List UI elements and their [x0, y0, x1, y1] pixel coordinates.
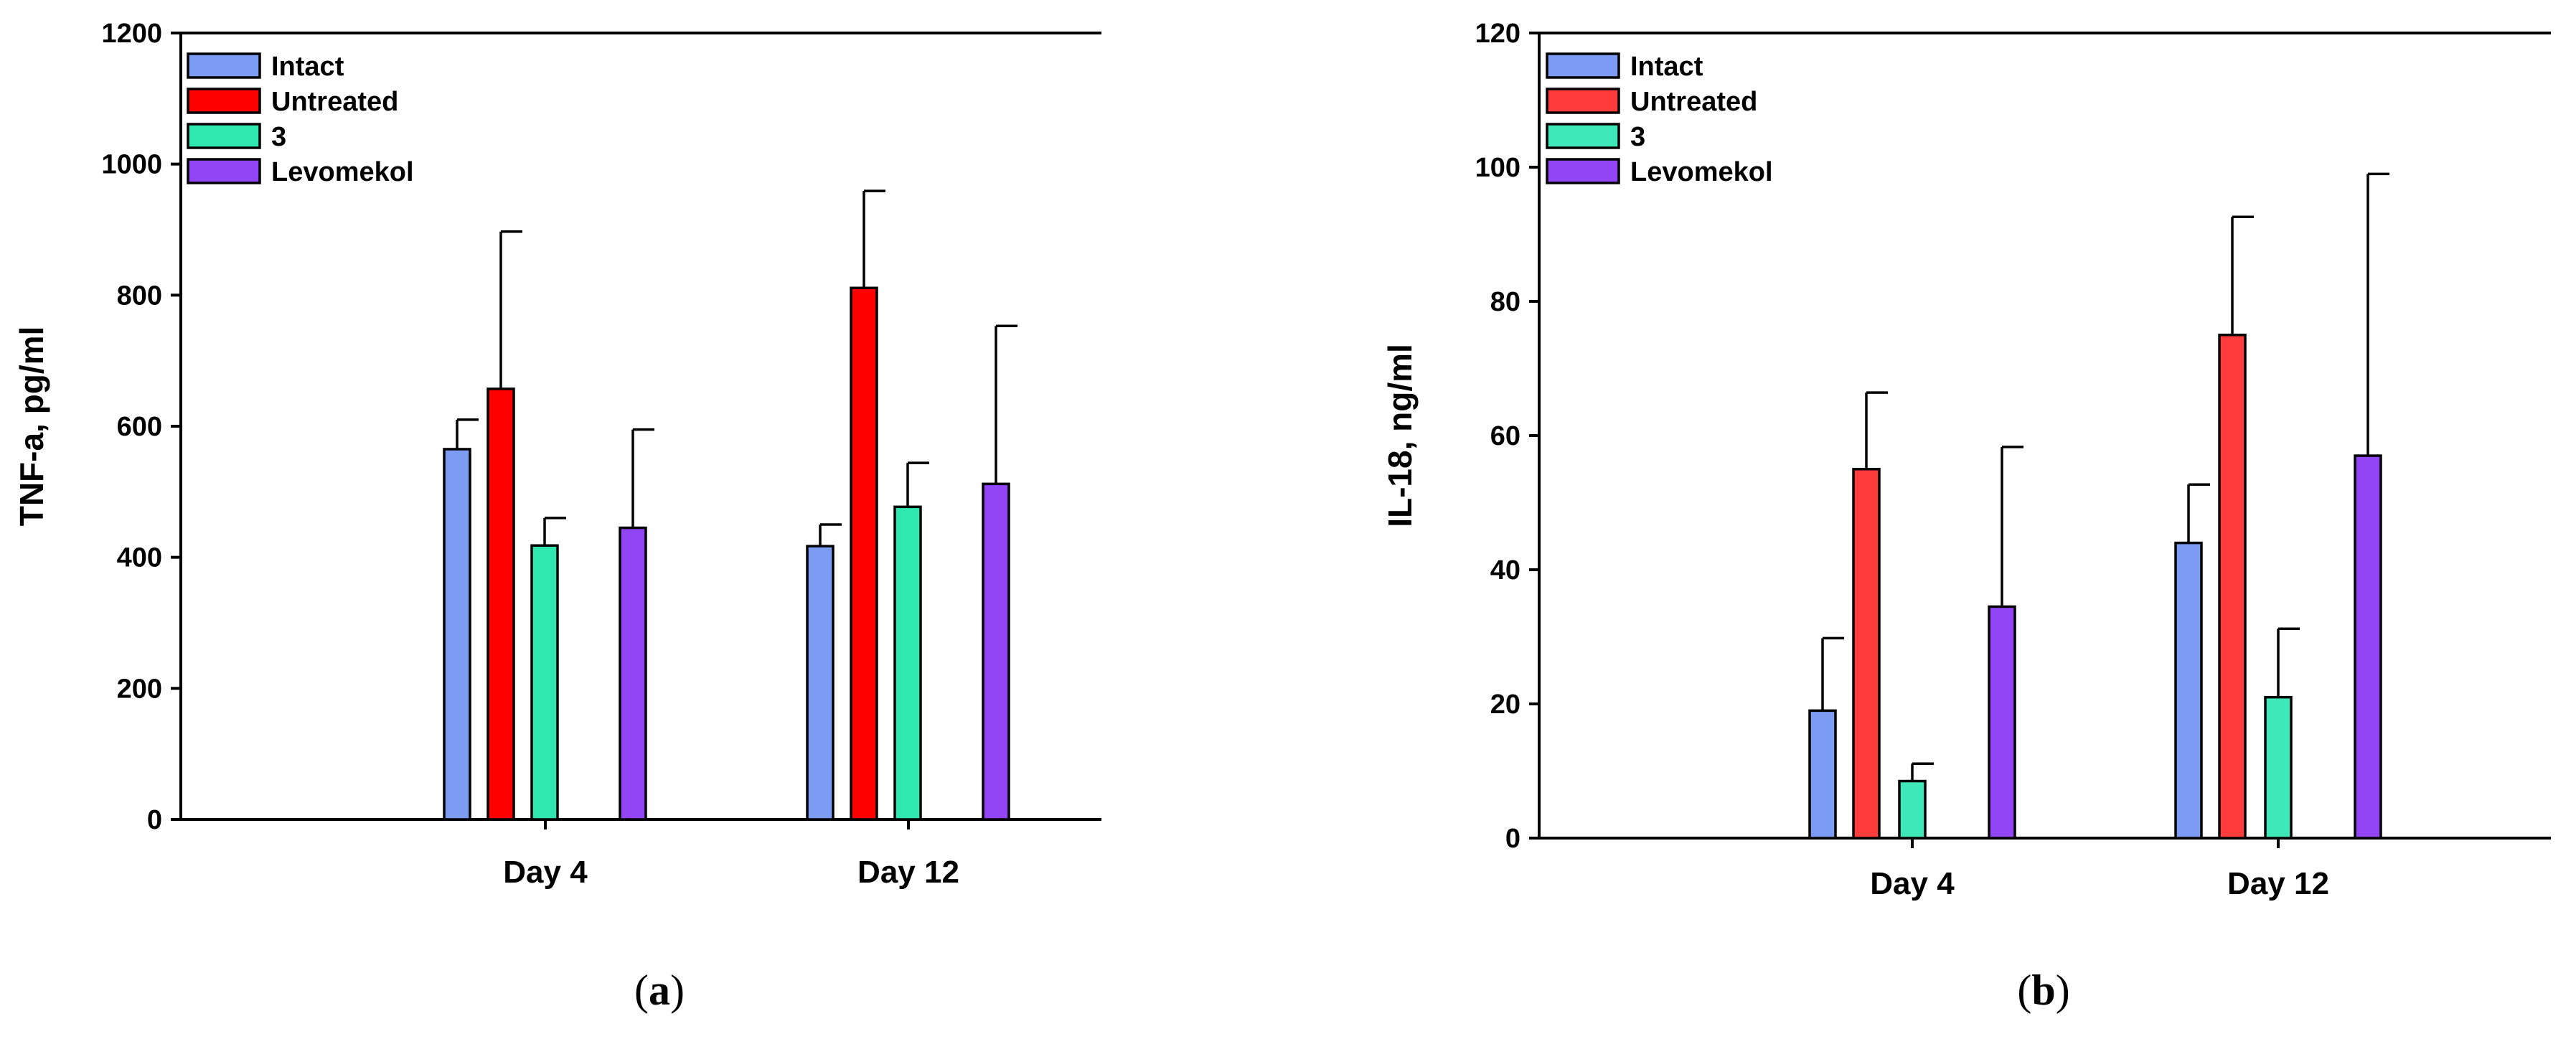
panel-label: (b) — [2017, 967, 2069, 1014]
bar-a-untreated-0 — [486, 387, 515, 821]
chart-panel-a: 0 200 400 600 800 1000 1200 Day 4 Day 12 TNF-a, p… — [13, 19, 1101, 1014]
bar-a-untreated-1 — [850, 286, 878, 821]
legend-swatch — [1546, 158, 1620, 184]
panel-label: (a) — [634, 967, 685, 1014]
legend-label: Levomekol — [1630, 157, 1773, 187]
legend-label: Levomekol — [271, 157, 414, 187]
legend-swatch — [1546, 88, 1620, 114]
legend-label: Untreated — [1630, 87, 1757, 117]
y-tick-label: 200 — [117, 674, 162, 704]
legend-label: Intact — [1630, 52, 1703, 82]
bar-b-intact-1 — [2174, 541, 2203, 840]
y-tick-label: 800 — [117, 281, 162, 311]
legend-label: Intact — [271, 52, 344, 82]
y-axis-label: TNF-a, pg/ml — [13, 326, 50, 527]
y-tick-label: 60 — [1490, 421, 1520, 451]
bar-b-3-0 — [1898, 779, 1927, 840]
bar-b-untreated-1 — [2218, 334, 2247, 840]
y-tick-label: 100 — [1475, 153, 1520, 183]
legend-swatch — [187, 123, 261, 149]
legend-swatch — [187, 52, 261, 79]
bar-a-levomekol-1 — [982, 482, 1010, 821]
legend-swatch — [1546, 123, 1620, 149]
legend-label: 3 — [271, 122, 286, 152]
y-tick-label: 0 — [147, 805, 162, 835]
x-tick-label: Day 4 — [1870, 866, 1955, 901]
bar-a-intact-1 — [806, 545, 835, 821]
bar-a-3-0 — [530, 544, 559, 821]
y-axis-label: IL-18, ng/ml — [1381, 344, 1419, 527]
y-tick-label: 80 — [1490, 287, 1520, 317]
bar-a-3-1 — [893, 505, 922, 821]
y-tick-label: 1000 — [101, 150, 162, 180]
bar-a-intact-0 — [443, 448, 471, 821]
y-tick-label: 400 — [117, 543, 162, 573]
x-tick-label: Day 4 — [503, 855, 588, 890]
bar-b-intact-0 — [1808, 709, 1837, 840]
y-tick-label: 600 — [117, 412, 162, 442]
x-tick-label: Day 12 — [2227, 866, 2329, 901]
bar-b-levomekol-1 — [2354, 454, 2382, 840]
bar-b-levomekol-0 — [1988, 605, 2016, 840]
legend-swatch — [187, 158, 261, 184]
y-tick-label: 0 — [1505, 824, 1520, 854]
legend-swatch — [187, 88, 261, 114]
bar-a-levomekol-0 — [619, 526, 647, 821]
legend-swatch — [1546, 52, 1620, 79]
y-tick-label: 120 — [1475, 19, 1520, 49]
bar-b-3-1 — [2264, 695, 2293, 840]
chart-panel-b: 0 20 40 60 80 100 120 Day 4 Day 12 IL-18, ng/ml In… — [1381, 19, 2551, 1014]
x-tick-label: Day 12 — [857, 855, 959, 890]
legend-label: Untreated — [271, 87, 398, 117]
bar-b-untreated-0 — [1852, 468, 1881, 840]
legend-label: 3 — [1630, 122, 1645, 152]
y-tick-label: 1200 — [101, 19, 162, 49]
y-tick-label: 40 — [1490, 555, 1520, 586]
y-tick-label: 20 — [1490, 690, 1520, 720]
